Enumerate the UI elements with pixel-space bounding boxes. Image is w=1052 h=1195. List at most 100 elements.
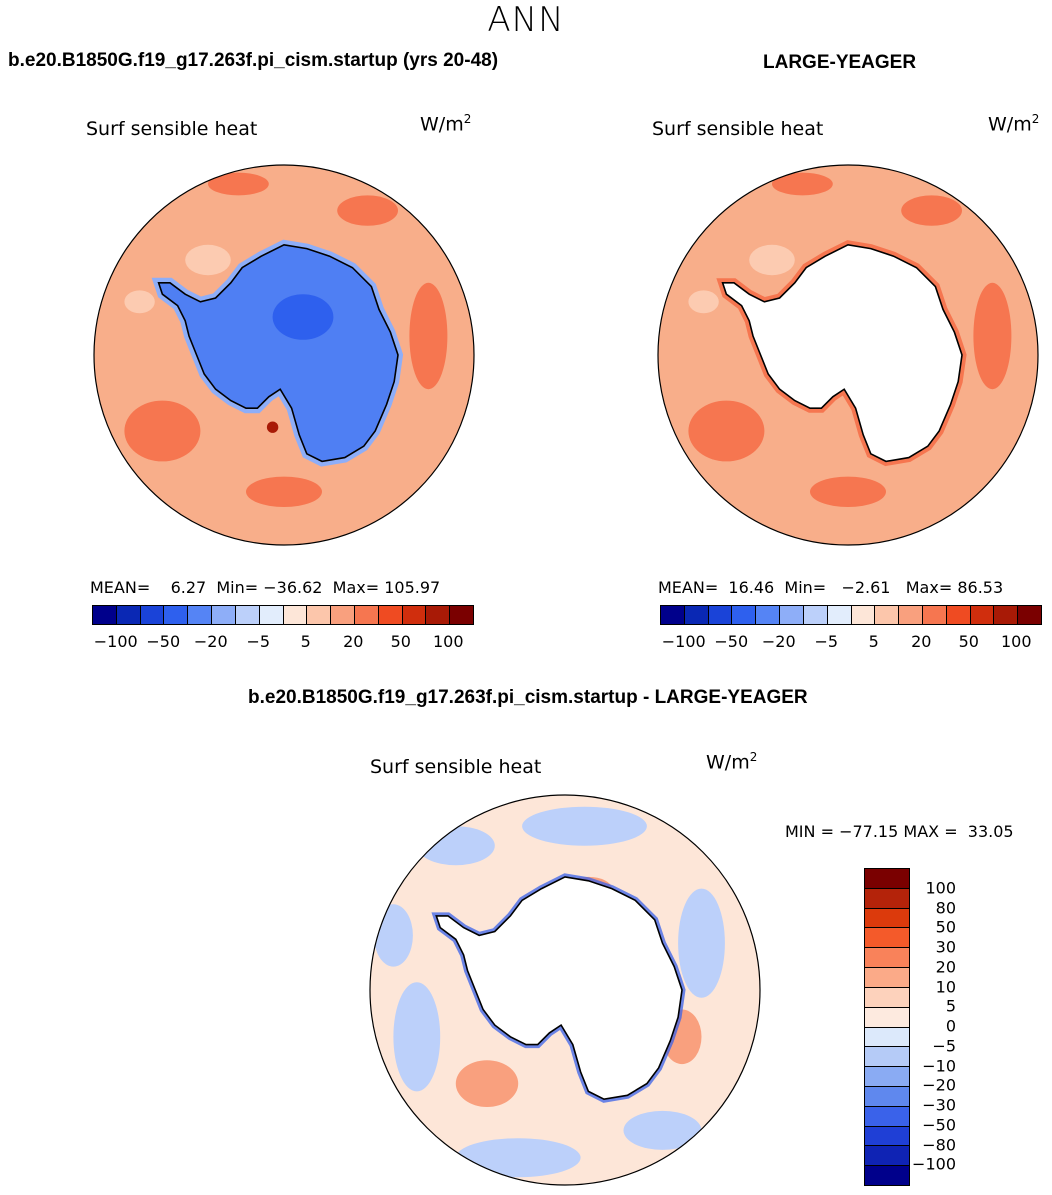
panel2-stats: MEAN= 16.46 Min= −2.61 Max= 86.53: [658, 578, 1003, 597]
colorbar-tick-label: 50: [958, 632, 979, 651]
panel2-max-label: Max=: [905, 578, 953, 597]
diff-min-value: −77.15: [839, 822, 899, 841]
high-flux-patch: [246, 476, 322, 507]
negative-anomaly-patch: [455, 1138, 581, 1178]
colorbar-swatch: [331, 606, 355, 624]
colorbar-swatch: [684, 606, 709, 624]
colorbar-swatch: [164, 606, 189, 624]
colorbar-swatch: [865, 869, 909, 889]
panel2-min-label: Min=: [784, 578, 827, 597]
colorbar-tick-label: −5: [246, 632, 271, 651]
colorbar-swatch: [865, 987, 909, 1008]
colorbar-swatch: [970, 606, 995, 624]
panel2-colorbar-ticks: −100 −50 −20 −5 5 20 50 100: [660, 632, 1040, 652]
colorbar-swatch: [259, 606, 284, 624]
colorbar-swatch: [661, 606, 685, 624]
panel1-variable-label: Surf sensible heat: [86, 118, 258, 140]
colorbar-tick-label: 20: [911, 632, 932, 651]
negative-anomaly-patch: [623, 1110, 702, 1150]
diff-max-label: MAX =: [903, 822, 958, 841]
panel1-polar-map: [93, 164, 475, 546]
colorbar-tick-label: −20: [922, 1075, 956, 1095]
antarctica-coastline: [157, 243, 399, 463]
high-flux-patch: [208, 172, 269, 196]
colorbar-swatch: [354, 606, 379, 624]
low-flux-patch: [185, 244, 231, 276]
colorbar-swatch: [865, 1146, 909, 1167]
positive-anomaly-patch: [455, 1060, 519, 1107]
colorbar-tick-label: −20: [761, 632, 796, 651]
colorbar-swatch: [756, 606, 781, 624]
colorbar-swatch: [212, 606, 236, 624]
panel2-variable-label: Surf sensible heat: [652, 118, 824, 140]
colorbar-swatch: [865, 888, 909, 909]
panel1-mean-value: 6.27: [170, 578, 207, 597]
panel2-units: W/m2: [988, 112, 1040, 136]
colorbar-swatch: [378, 606, 403, 624]
diff-min-label: MIN =: [785, 822, 834, 841]
colorbar-swatch: [780, 606, 804, 624]
colorbar-swatch: [307, 606, 332, 624]
antarctica-coastline: [435, 876, 683, 1101]
colorbar-tick-label: 80: [935, 898, 956, 917]
diff-units: W/m2: [706, 750, 758, 774]
map-field: [658, 165, 1038, 545]
panel2-colorbar: [660, 605, 1042, 625]
colorbar-tick-label: 5: [868, 632, 879, 651]
low-flux-patch: [428, 476, 467, 500]
panel1-colorbar-ticks: −100 −50 −20 −5 5 20 50 100: [92, 632, 472, 652]
high-flux-patch: [337, 195, 398, 226]
high-flux-patch: [973, 282, 1012, 390]
panel2-max-value: 86.53: [957, 578, 1004, 597]
colorbar-swatch: [865, 1047, 909, 1068]
panel1-units: W/m2: [420, 112, 472, 136]
colorbar-swatch: [188, 606, 213, 624]
panel1-min-label: Min=: [216, 578, 259, 597]
colorbar-tick-label: 100: [1000, 632, 1032, 651]
colorbar-tick-label: 50: [935, 917, 956, 937]
high-flux-patch: [772, 172, 833, 196]
panel1-max-value: 105.97: [384, 578, 441, 597]
colorbar-swatch: [865, 948, 909, 969]
colorbar-tick-label: 0: [945, 1016, 956, 1036]
low-flux-patch: [992, 476, 1031, 500]
colorbar-swatch: [899, 606, 923, 624]
colorbar-tick-label: −100: [93, 632, 138, 651]
low-flux-patch: [124, 290, 155, 314]
negative-anomaly-patch: [393, 982, 441, 1092]
negative-anomaly-patch: [678, 888, 725, 998]
map-field: [370, 795, 760, 1185]
map-field: [94, 165, 474, 545]
panel2-min-value: −2.61: [841, 578, 891, 597]
antarctica-coastline: [721, 243, 963, 463]
map-boundary: [93, 164, 475, 546]
colorbar-swatch: [922, 606, 947, 624]
colorbar-tick-label: 100: [432, 632, 464, 651]
colorbar-swatch: [865, 1166, 909, 1185]
colorbar-swatch: [994, 606, 1019, 624]
diff-case-title: b.e20.B1850G.f19_g17.263f.pi_cism.startu…: [248, 687, 808, 708]
colorbar-swatch: [865, 1106, 909, 1127]
colorbar-swatch: [865, 1086, 909, 1107]
colorbar-swatch: [865, 908, 909, 929]
panel1-case-title: b.e20.B1850G.f19_g17.263f.pi_cism.startu…: [8, 50, 499, 71]
colorbar-swatch: [116, 606, 141, 624]
colorbar-tick-label: 100: [925, 878, 956, 898]
colorbar-tick-label: −50: [922, 1115, 956, 1135]
colorbar-swatch: [875, 606, 900, 624]
colorbar-swatch: [865, 1126, 909, 1147]
colorbar-swatch: [827, 606, 852, 624]
colorbar-swatch: [283, 606, 308, 624]
colorbar-tick-label: −5: [932, 1036, 956, 1056]
colorbar-tick-label: −100: [661, 632, 706, 651]
colorbar-swatch: [93, 606, 117, 624]
panel2-polar-map: [657, 164, 1039, 546]
ice-sheet-field: [158, 244, 398, 462]
high-flux-patch: [124, 400, 201, 462]
panel2-mean-label: MEAN=: [658, 578, 719, 597]
colorbar-swatch: [402, 606, 427, 624]
diff-stats: MIN = −77.15 MAX = 33.05: [785, 822, 1014, 841]
colorbar-tick-label: −10: [922, 1056, 956, 1075]
diff-polar-map: [369, 794, 761, 1186]
colorbar-swatch: [865, 1067, 909, 1087]
